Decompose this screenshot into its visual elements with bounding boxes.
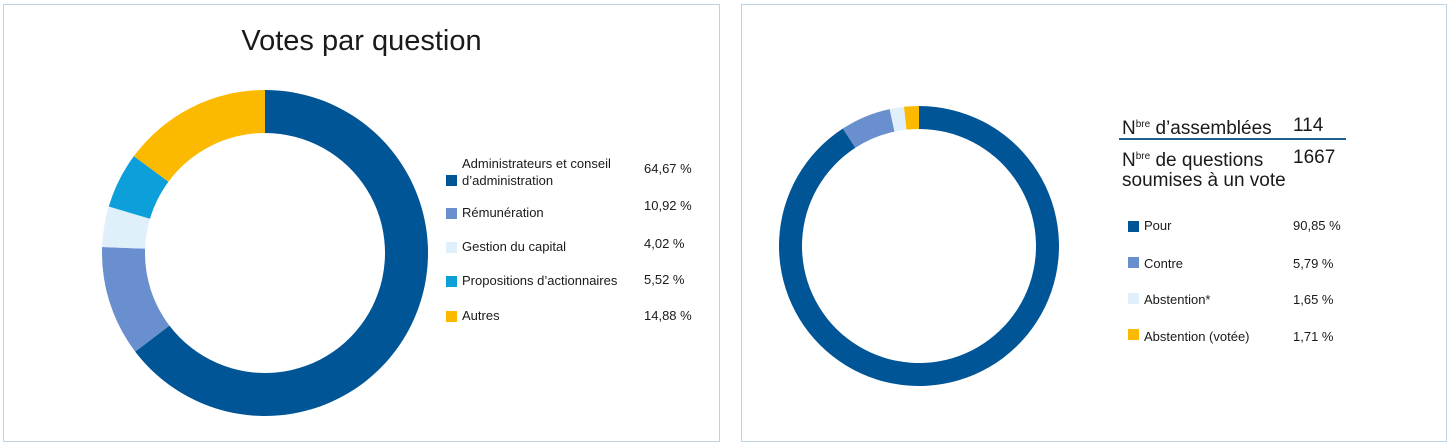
- donut-slice-2: [102, 206, 150, 249]
- votes-par-question-panel: Votes par question Administrateurs et co…: [3, 4, 720, 442]
- legend-swatch-2: [446, 242, 457, 253]
- legend-label-3: Abstention (votée): [1144, 329, 1250, 344]
- stat-assemblees-label: Nbre d’assemblées: [1122, 118, 1272, 139]
- vote-results-panel: Nbre d’assemblées 114 Nbre de questions …: [741, 4, 1447, 442]
- donut-chart-right: [779, 106, 1059, 387]
- legend-value-2: 1,65 %: [1293, 292, 1334, 307]
- legend-value-2: 4,02 %: [644, 236, 685, 251]
- legend-value-0: 90,85 %: [1293, 218, 1341, 233]
- legend-swatch-0: [1128, 221, 1139, 232]
- legend-swatch-1: [1128, 257, 1139, 268]
- legend-value-1: 10,92 %: [644, 198, 692, 213]
- legend-label-1: Contre: [1144, 256, 1184, 271]
- stat-assemblees-value: 114: [1293, 115, 1324, 136]
- donut-slice-1: [842, 109, 895, 148]
- donut-slice-4: [133, 90, 265, 182]
- legend-label-2: Abstention*: [1144, 292, 1211, 307]
- legend-label-4: Autres: [462, 308, 500, 323]
- legend-swatch-3: [1128, 329, 1139, 340]
- stat-questions-label: Nbre de questions soumises à un vote: [1122, 150, 1286, 191]
- legend-value-4: 14,88 %: [644, 308, 692, 323]
- stat-questions-value: 1667: [1293, 147, 1336, 168]
- legend-value-3: 1,71 %: [1293, 329, 1334, 344]
- legend-swatch-0: [446, 175, 457, 186]
- donut-slice-3: [108, 156, 169, 219]
- donut-slice-0: [135, 90, 428, 416]
- legend-swatch-4: [446, 311, 457, 322]
- legend-label-1: Rémunération: [462, 205, 544, 220]
- legend-label-2: Gestion du capital: [462, 239, 567, 254]
- legend-value-0: 64,67 %: [644, 161, 692, 176]
- chart-title: Votes par question: [241, 25, 482, 57]
- donut-slice-3: [903, 106, 919, 130]
- donut-slice-0: [779, 106, 1059, 387]
- legend-value-1: 5,79 %: [1293, 256, 1334, 271]
- legend-label-0: Administrateurs et conseil d’administrat…: [462, 156, 611, 188]
- legend-swatch-1: [446, 208, 457, 219]
- stats-divider: [1119, 138, 1346, 140]
- donut-slice-2: [889, 106, 907, 132]
- legend-label-3: Propositions d’actionnaires: [462, 273, 618, 288]
- donut-chart-left: [102, 90, 428, 416]
- donut-slice-1: [102, 247, 170, 352]
- legend-swatch-2: [1128, 293, 1139, 304]
- legend-label-0: Pour: [1144, 218, 1172, 233]
- legend-swatch-3: [446, 276, 457, 287]
- legend-value-3: 5,52 %: [644, 272, 685, 287]
